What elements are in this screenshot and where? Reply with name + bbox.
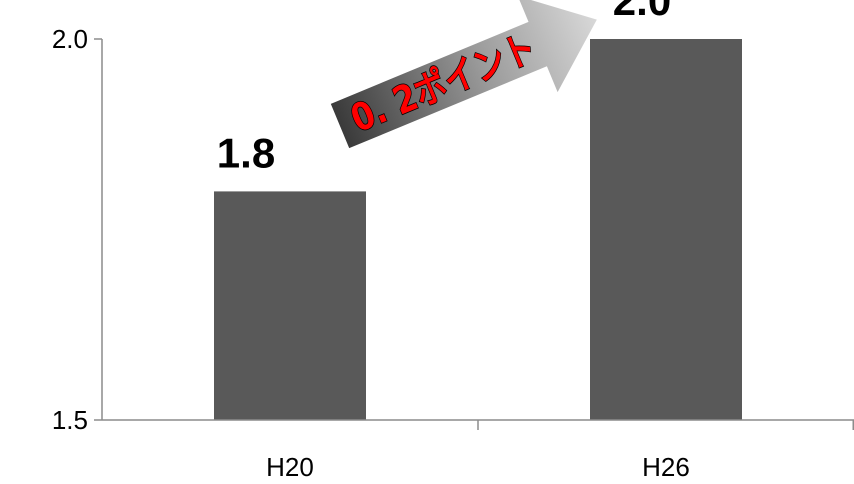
- data-label: 1.8: [217, 129, 275, 176]
- bar-h20: [214, 191, 366, 420]
- increase-annotation-text: 0. 2ポイント: [345, 25, 543, 141]
- labels-layer: 1.5 2.0 H20 1.8 H26 2.0: [52, 0, 690, 482]
- increase-annotation: 0. 2ポイント: [330, 0, 597, 149]
- y-tick-label: 2.0: [52, 24, 88, 54]
- bar-h26: [590, 39, 742, 420]
- x-tick-label: H26: [642, 452, 690, 482]
- increase-arrow-icon: [330, 0, 597, 149]
- ticks-layer: [94, 38, 854, 430]
- x-tick-label: H20: [266, 452, 314, 482]
- y-tick-label: 1.5: [52, 405, 88, 435]
- bars-layer: [214, 39, 742, 420]
- data-label: 2.0: [613, 0, 671, 24]
